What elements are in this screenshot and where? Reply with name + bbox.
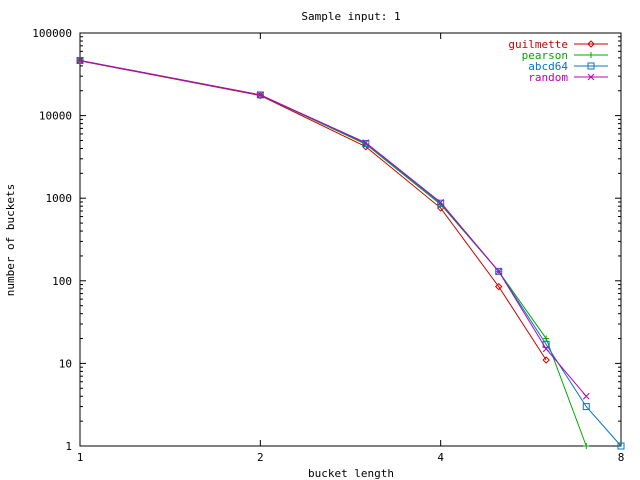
x-tick-label: 8 [618,451,625,464]
guilmette-point [495,282,503,291]
pearson-point [583,443,590,449]
x-axis-label: bucket length [308,467,394,480]
pearson-point [543,335,550,342]
legend-swatch-marker [587,62,595,70]
legend-item-guilmette: guilmette [508,38,608,51]
legend-item-abcd64: abcd64 [528,60,608,73]
y-tick-label: 10 [59,357,72,370]
random-line [79,59,587,397]
abcd64-point [362,139,370,147]
chart-title: Sample input: 1 [301,10,400,23]
x-tick-label: 1 [77,451,84,464]
random-point [495,268,503,275]
series-guilmette [76,57,550,364]
y-tick-label: 1 [65,440,72,453]
legend-swatch-marker [587,73,595,81]
abcd64-point [256,91,264,99]
x-tick-label: 2 [257,451,264,464]
guilmette-point [542,356,550,364]
legend-item-random: random [528,71,608,84]
legend-item-pearson: pearson [522,49,608,62]
y-tick-label: 100 [52,275,72,288]
abcd64-point [582,403,590,411]
abcd64-point [617,442,625,450]
series-random [76,57,590,400]
abcd64-point [495,267,503,275]
y-tick-label: 10000 [39,110,72,123]
legend-swatch-marker [587,40,595,48]
random-point [362,139,370,147]
abcd64-point [76,56,84,64]
y-axis-label: number of buckets [4,184,17,297]
random-point [437,199,445,206]
pearson-line [79,59,587,447]
y-tick-label: 1000 [46,192,73,205]
random-point [542,345,550,353]
guilmette-line [79,60,547,361]
abcd64-line [79,59,622,447]
x-axis-ticks: 1 2 4 8 [77,33,625,464]
series-layer [76,56,625,450]
random-point [76,57,84,64]
random-point [582,392,590,400]
y-tick-label: 100000 [32,27,72,40]
plot-area [79,32,622,447]
legend-swatch-marker [588,52,594,58]
random-point [256,91,264,99]
series-abcd64 [76,56,625,450]
plot-frame [79,32,622,447]
abcd64-point [437,199,445,207]
series-pearson [77,57,590,449]
y-axis-ticks: 1 10 100 1000 10000 100000 [32,27,621,453]
x-tick-label: 4 [437,451,444,464]
legend-label: guilmette [508,38,568,51]
legend-label: pearson [522,49,568,62]
legend-label: random [528,71,568,84]
legend-label: abcd64 [528,60,568,73]
